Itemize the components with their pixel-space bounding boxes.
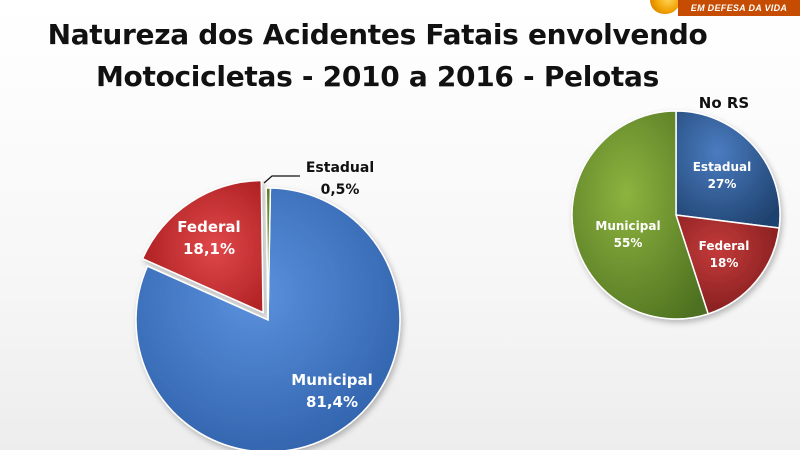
pie-value-municipal: 81,4% [306, 393, 358, 411]
rs-pie-value-federal: 18% [710, 256, 739, 270]
chart-title-line-1: Natureza dos Acidentes Fatais envolvendo [47, 18, 708, 51]
rs-pie-label-estadual: Estadual [693, 160, 752, 174]
pie-chart-rs [571, 110, 781, 320]
rs-pie-label-federal: Federal [699, 239, 750, 253]
pie-label-estadual: Estadual [306, 160, 374, 176]
pie-chart-pelotas [135, 179, 401, 450]
rs-pie-value-municipal: 55% [614, 236, 643, 250]
pie-slice-estadual [265, 187, 272, 321]
chart-title-line-2: Motocicletas - 2010 a 2016 - Pelotas [95, 60, 660, 93]
logo-tagline: EM DEFESA DA VIDA [678, 0, 800, 16]
estadual-leader-line [263, 175, 300, 184]
sun-logo-icon [650, 0, 680, 14]
pie-value-estadual: 0,5% [321, 182, 360, 198]
rs-pie-slice-estadual [675, 110, 781, 229]
pie-labels-pelotas: Municipal 81,4% Federal 18,1% Estadual 0,5% [177, 160, 374, 411]
rs-chart-title: No RS [699, 94, 749, 112]
pie-label-municipal: Municipal [291, 371, 372, 389]
pie-label-federal: Federal [177, 218, 240, 236]
rs-pie-slice-federal [674, 214, 781, 315]
pie-value-federal: 18,1% [183, 240, 235, 258]
pie-slice-municipal [135, 187, 401, 450]
pie-labels-rs: Estadual 27% Federal 18% Municipal 55% [595, 160, 751, 270]
rs-pie-value-estadual: 27% [708, 177, 737, 191]
rs-pie-slice-municipal [571, 110, 710, 320]
pie-slice-federal [141, 179, 264, 314]
brand-logo: EM DEFESA DA VIDA [650, 0, 800, 16]
rs-pie-label-municipal: Municipal [595, 219, 660, 233]
